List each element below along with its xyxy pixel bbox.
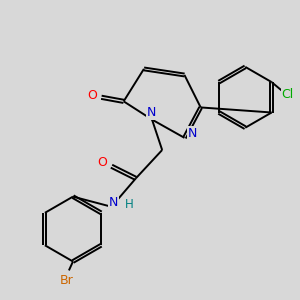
- Text: O: O: [88, 89, 98, 102]
- Text: N: N: [188, 127, 197, 140]
- Text: Cl: Cl: [282, 88, 294, 101]
- Text: N: N: [146, 106, 156, 119]
- Text: N: N: [109, 196, 118, 209]
- Text: Br: Br: [60, 274, 74, 287]
- Text: H: H: [125, 198, 134, 211]
- Text: O: O: [98, 157, 107, 169]
